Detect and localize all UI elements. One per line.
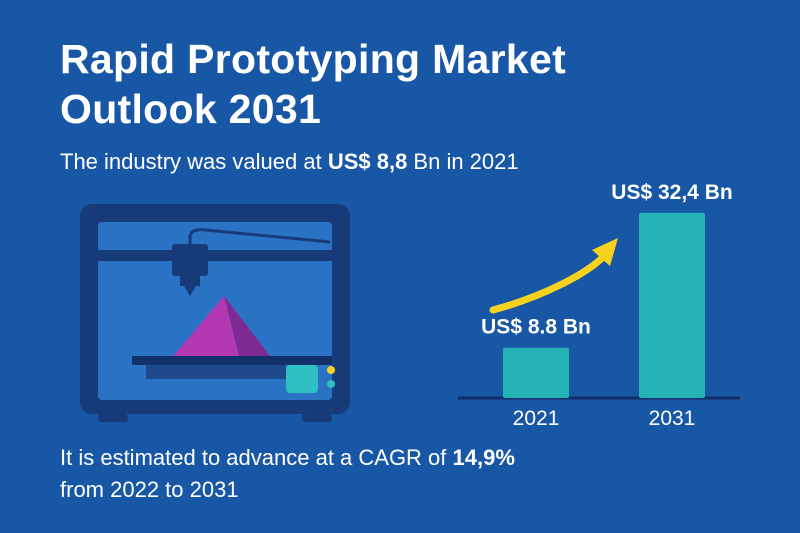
cagr-line-1: It is estimated to advance at a CAGR of … bbox=[60, 442, 515, 474]
cagr-value: 14,9% bbox=[452, 445, 515, 470]
control-screen bbox=[286, 365, 318, 393]
cagr-statement: It is estimated to advance at a CAGR of … bbox=[60, 442, 515, 506]
bar-chart: US$ 8.8 Bn US$ 32,4 Bn 2021 2031 bbox=[458, 181, 740, 430]
page-title: Rapid Prototyping Market Outlook 2031 bbox=[60, 34, 566, 134]
status-light-yellow bbox=[327, 366, 335, 374]
trend-arrowhead-icon bbox=[592, 238, 618, 266]
cagr-prefix: It is estimated to advance at a CAGR of bbox=[60, 445, 453, 470]
x-tick-label-2021: 2021 bbox=[513, 407, 560, 430]
print-head bbox=[172, 244, 208, 276]
title-line-1: Rapid Prototyping Market bbox=[60, 36, 567, 82]
printer-cable bbox=[188, 228, 331, 244]
x-tick-label-2031: 2031 bbox=[649, 407, 696, 430]
subtitle-prefix: The industry was valued at bbox=[60, 149, 328, 174]
printer-foot-right bbox=[302, 414, 332, 422]
print-bed bbox=[132, 356, 332, 365]
bed-base bbox=[146, 365, 286, 379]
printer-foot-left bbox=[98, 414, 128, 422]
bar-2031 bbox=[639, 212, 705, 398]
trend-arrow-icon bbox=[489, 250, 610, 314]
subtitle-value: US$ 8,8 bbox=[327, 149, 408, 174]
pyramid-front bbox=[170, 296, 240, 360]
subtitle-suffix: Bn in 2021 bbox=[407, 149, 519, 174]
market-value-statement: The industry was valued at US$ 8,8 Bn in… bbox=[60, 148, 519, 176]
title-line-2: Outlook 2031 bbox=[60, 86, 322, 132]
bar-2021 bbox=[503, 347, 569, 398]
print-head-neck bbox=[180, 276, 200, 286]
printer-rail bbox=[98, 250, 332, 261]
bar-value-label-2021: US$ 8.8 Bn bbox=[481, 316, 591, 339]
bar-value-label-2031: US$ 32,4 Bn bbox=[611, 181, 732, 204]
print-nozzle bbox=[184, 286, 196, 296]
pyramid-side bbox=[224, 296, 270, 360]
status-light-teal bbox=[327, 380, 335, 388]
3d-printer-icon bbox=[80, 204, 350, 422]
cagr-line-2: from 2022 to 2031 bbox=[60, 477, 239, 502]
